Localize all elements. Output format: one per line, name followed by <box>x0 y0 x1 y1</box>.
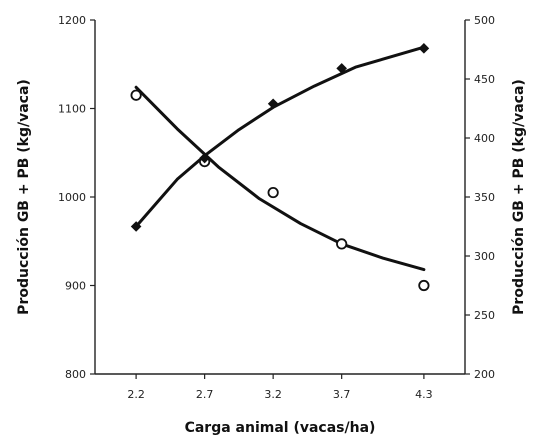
series-right <box>130 43 430 232</box>
trend-line-left <box>134 85 426 272</box>
y-right-tick-label: 250 <box>474 309 495 322</box>
y-left-tick-label: 1000 <box>58 191 86 204</box>
data-point-filled-diamond <box>199 152 210 164</box>
y-left-tick-label: 900 <box>65 280 86 293</box>
x-tick-label: 3.2 <box>264 388 282 401</box>
y-right-tick-label: 450 <box>474 73 495 86</box>
data-point-filled-diamond <box>267 98 279 110</box>
x-tick-label: 2.2 <box>127 388 145 401</box>
y-right-tick-label: 300 <box>474 250 495 263</box>
data-point-filled-diamond <box>130 221 142 232</box>
data-point-open-circle <box>130 89 142 101</box>
y-right-tick-label: 400 <box>474 132 495 145</box>
x-axis-title: Carga animal (vacas/ha) <box>185 420 376 436</box>
x-tick-label: 2.7 <box>196 388 214 401</box>
data-point-open-circle <box>418 279 430 292</box>
y-right-tick-label: 500 <box>474 14 495 27</box>
y-left-tick-label: 800 <box>65 368 86 381</box>
y-left-tick-label: 1100 <box>58 103 86 116</box>
tick-labels: 2.2 2.7 3.2 3.7 4.3 800 900 1000 1100 1200 200 250 3… <box>58 14 495 401</box>
y-right-tick-label: 350 <box>474 191 495 204</box>
data-point-open-circle <box>336 238 348 250</box>
y-axis-left-title: Producción GB + PB (kg/vaca) <box>16 79 32 315</box>
series-left <box>130 85 430 292</box>
data-point-open-circle <box>267 186 279 199</box>
series <box>130 43 430 292</box>
y-left-tick-label: 1200 <box>58 14 86 27</box>
trend-line-right <box>134 45 426 228</box>
data-point-filled-diamond <box>336 63 347 74</box>
x-tick-label: 4.3 <box>415 388 433 401</box>
axes <box>94 20 466 375</box>
x-tick-label: 3.7 <box>333 388 351 401</box>
y-axis-right-title: Producción GB + PB (kg/vaca) <box>511 79 527 315</box>
data-point-filled-diamond <box>418 43 430 54</box>
y-right-tick-label: 200 <box>474 368 495 381</box>
